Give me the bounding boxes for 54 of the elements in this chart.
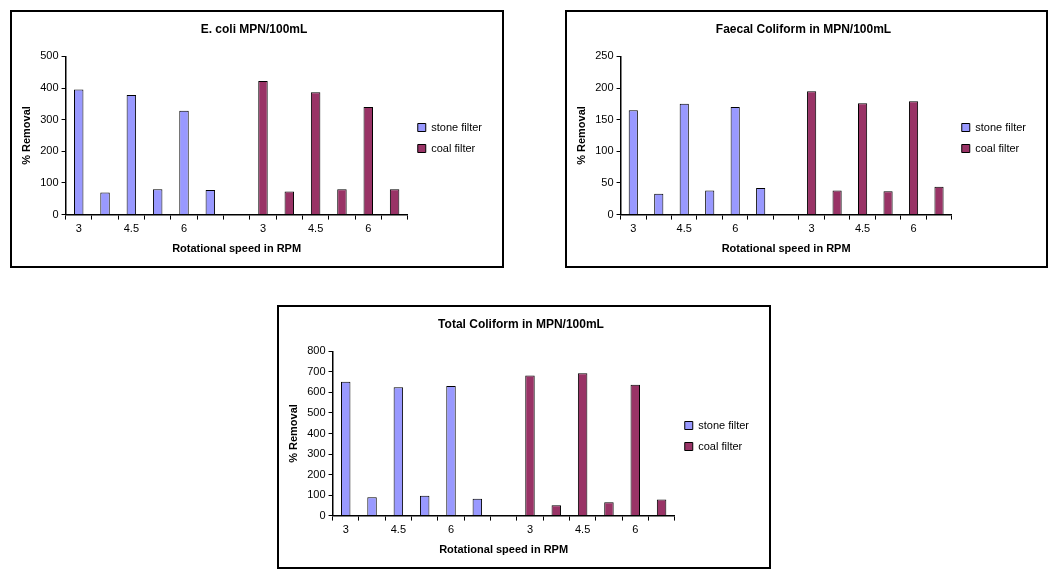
chart-title: Faecal Coliform in MPN/100mL [715, 21, 892, 36]
legend-label: stone filter [698, 418, 750, 431]
y-tick-label: 150 [595, 112, 614, 125]
y-tick-label: 50 [601, 175, 614, 188]
y-axis-title: % Removal [286, 404, 299, 463]
x-tick-label: 6 [180, 222, 188, 235]
x-axis-title: Rotational speed in RPM [721, 242, 851, 255]
chart-title: Total Coliform in MPN/100mL [438, 316, 604, 331]
x-axis-title: Rotational speed in RPM [439, 543, 569, 556]
x-tick-label: 6 [732, 222, 739, 235]
legend-label: stone filter [975, 120, 1027, 133]
y-tick-label: 250 [595, 49, 614, 62]
y-tick-label: 500 [307, 406, 326, 419]
x-tick-label: 4.5 [676, 222, 692, 235]
y-tick-label: 100 [595, 144, 614, 157]
y-tick-label: 800 [307, 344, 326, 357]
legend-label: coal filter [975, 141, 1020, 154]
x-tick-label: 3 [630, 222, 637, 235]
x-tick-label: 3 [75, 222, 82, 235]
x-tick-label: 6 [365, 222, 372, 235]
x-tick-label: 3 [526, 523, 534, 536]
x-tick-label: 6 [447, 523, 455, 536]
y-tick-label: 0 [52, 207, 59, 220]
y-tick-label: 400 [307, 426, 326, 439]
legend-label: stone filter [431, 120, 483, 133]
x-tick-label: 4.5 [307, 222, 324, 235]
x-tick-label: 4.5 [390, 523, 407, 536]
y-tick-label: 100 [307, 488, 326, 501]
y-tick-label: 0 [607, 207, 614, 220]
x-tick-label: 4.5 [574, 523, 591, 536]
legend-label: coal filter [431, 141, 476, 154]
y-tick-label: 0 [319, 508, 326, 521]
y-tick-label: 100 [40, 175, 59, 188]
y-tick-label: 200 [40, 144, 59, 157]
x-tick-label: 3 [259, 222, 267, 235]
y-tick-label: 200 [595, 81, 614, 94]
y-axis-title: % Removal [574, 106, 587, 165]
y-tick-label: 400 [40, 81, 59, 94]
y-tick-label: 600 [307, 385, 326, 398]
y-tick-label: 300 [40, 112, 59, 125]
legend-label: coal filter [698, 439, 743, 452]
y-axis-title: % Removal [19, 106, 32, 165]
y-tick-label: 300 [307, 447, 326, 460]
x-tick-label: 4.5 [854, 222, 871, 235]
x-tick-label: 4.5 [123, 222, 140, 235]
chart-title: E. coli MPN/100mL [200, 21, 308, 36]
y-tick-label: 200 [307, 467, 326, 480]
y-tick-label: 500 [40, 49, 59, 62]
x-tick-label: 3 [342, 523, 349, 536]
x-tick-label: 3 [808, 222, 815, 235]
x-tick-label: 6 [632, 523, 639, 536]
y-tick-label: 700 [307, 364, 326, 377]
x-axis-title: Rotational speed in RPM [172, 242, 302, 255]
x-tick-label: 6 [910, 222, 917, 235]
